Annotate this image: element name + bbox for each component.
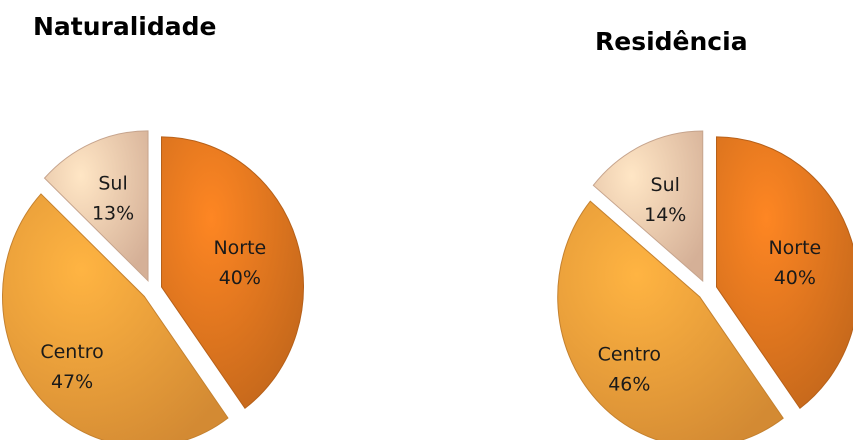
slice-label-centro: Centro bbox=[40, 341, 103, 363]
pie-slice-norte bbox=[716, 136, 853, 409]
slice-label-sul: Sul bbox=[98, 172, 127, 194]
slice-value-norte: 40% bbox=[774, 267, 816, 289]
chart-title-residencia: Residência bbox=[595, 27, 748, 56]
pie-slice-norte bbox=[161, 136, 305, 409]
pie-slice-sul bbox=[43, 130, 149, 283]
slice-label-norte: Norte bbox=[768, 237, 821, 259]
slice-label-sul: Sul bbox=[651, 174, 680, 196]
slice-value-sul: 14% bbox=[644, 204, 686, 226]
pie-slice-sul bbox=[592, 130, 704, 283]
slice-value-sul: 13% bbox=[92, 202, 134, 224]
pie-slice-centro bbox=[2, 193, 229, 440]
pie-chart-residencia: Norte 40% Centro 46% Sul 14% bbox=[557, 130, 853, 440]
pie-slice-centro bbox=[557, 200, 784, 440]
slice-value-norte: 40% bbox=[219, 267, 261, 289]
pie-chart-naturalidade: Norte 40% Centro 47% Sul 13% bbox=[2, 130, 305, 440]
slice-label-norte: Norte bbox=[213, 237, 266, 259]
slice-value-centro: 47% bbox=[51, 371, 93, 393]
slice-value-centro: 46% bbox=[608, 374, 650, 396]
slice-label-centro: Centro bbox=[598, 344, 661, 366]
chart-title-naturalidade: Naturalidade bbox=[33, 12, 217, 41]
